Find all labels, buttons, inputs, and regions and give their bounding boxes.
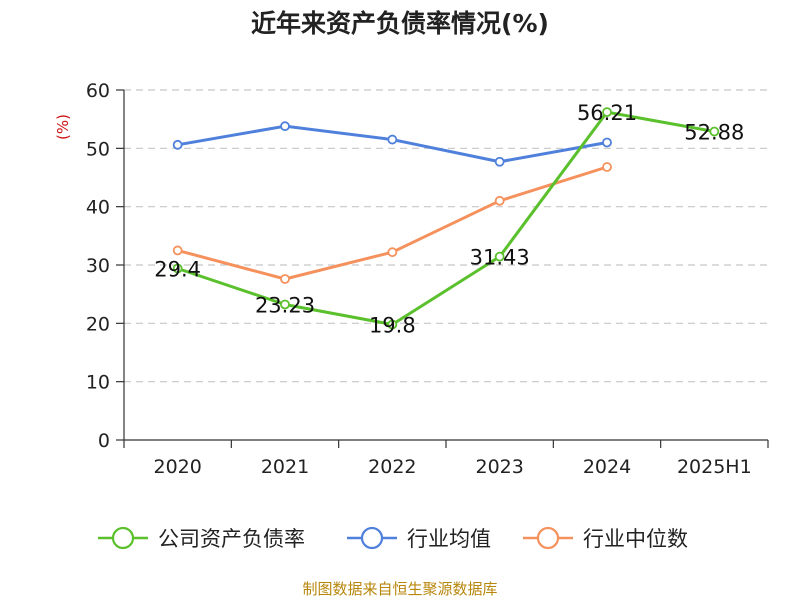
y-tick-label: 30: [86, 255, 110, 277]
y-tick-label: 60: [86, 80, 110, 102]
data-point: [387, 319, 398, 330]
data-point: [172, 263, 183, 274]
y-tick-label: 40: [86, 197, 110, 219]
legend-label: 公司资产负债率: [158, 527, 305, 551]
y-tick-label: 0: [98, 430, 110, 452]
x-tick-label: 2025H1: [677, 456, 752, 478]
data-point: [280, 274, 290, 284]
x-tick-label: 2022: [368, 456, 416, 478]
data-point: [709, 126, 720, 137]
y-tick-label: 10: [86, 372, 110, 394]
x-tick-label: 2023: [475, 456, 523, 478]
axes: 0 10 20 30 40 50 60 2020 2021 2022 2023 2024 2025H1: [86, 80, 769, 478]
data-label: 52.88: [684, 121, 744, 145]
legend: 公司资产负债率 行业均值 行业中位数: [98, 526, 688, 551]
data-point: [387, 134, 398, 145]
x-tick-label: 2021: [261, 456, 309, 478]
data-point: [494, 156, 505, 167]
data-label: 56.21: [577, 101, 637, 125]
series-line: [177, 165, 608, 281]
source-note: 制图数据来自恒生聚源数据库: [302, 580, 497, 598]
series-lines: [172, 107, 720, 330]
data-point: [172, 245, 183, 256]
data-point: [494, 251, 505, 262]
x-tick-label: 2024: [583, 456, 631, 478]
legend-label: 行业中位数: [583, 527, 688, 551]
legend-label: 行业均值: [407, 527, 491, 551]
y-tick-label: 50: [86, 138, 110, 160]
data-point: [280, 299, 290, 310]
data-point: [280, 121, 290, 132]
y-axis-unit: (%): [54, 114, 72, 140]
x-tick-label: 2020: [153, 456, 201, 478]
data-label: 29.4: [154, 258, 201, 282]
data-labels: 29.4 23.23 19.8 31.43 56.21 52.88: [154, 101, 744, 337]
data-label: 23.23: [255, 293, 315, 317]
series-line: [177, 110, 715, 326]
data-point: [494, 195, 505, 206]
data-label: 31.43: [470, 246, 530, 270]
legend-marker: [536, 526, 560, 550]
data-point: [602, 162, 612, 172]
legend-marker: [111, 526, 135, 550]
data-point: [387, 247, 398, 258]
chart-title: 近年来资产负债率情况(%): [251, 9, 549, 38]
data-point: [172, 139, 183, 150]
legend-marker: [360, 526, 384, 550]
gridlines: [124, 89, 768, 383]
y-tick-label: 20: [86, 313, 110, 335]
data-point: [602, 137, 612, 148]
data-label: 19.8: [369, 314, 416, 338]
data-point: [602, 107, 612, 118]
